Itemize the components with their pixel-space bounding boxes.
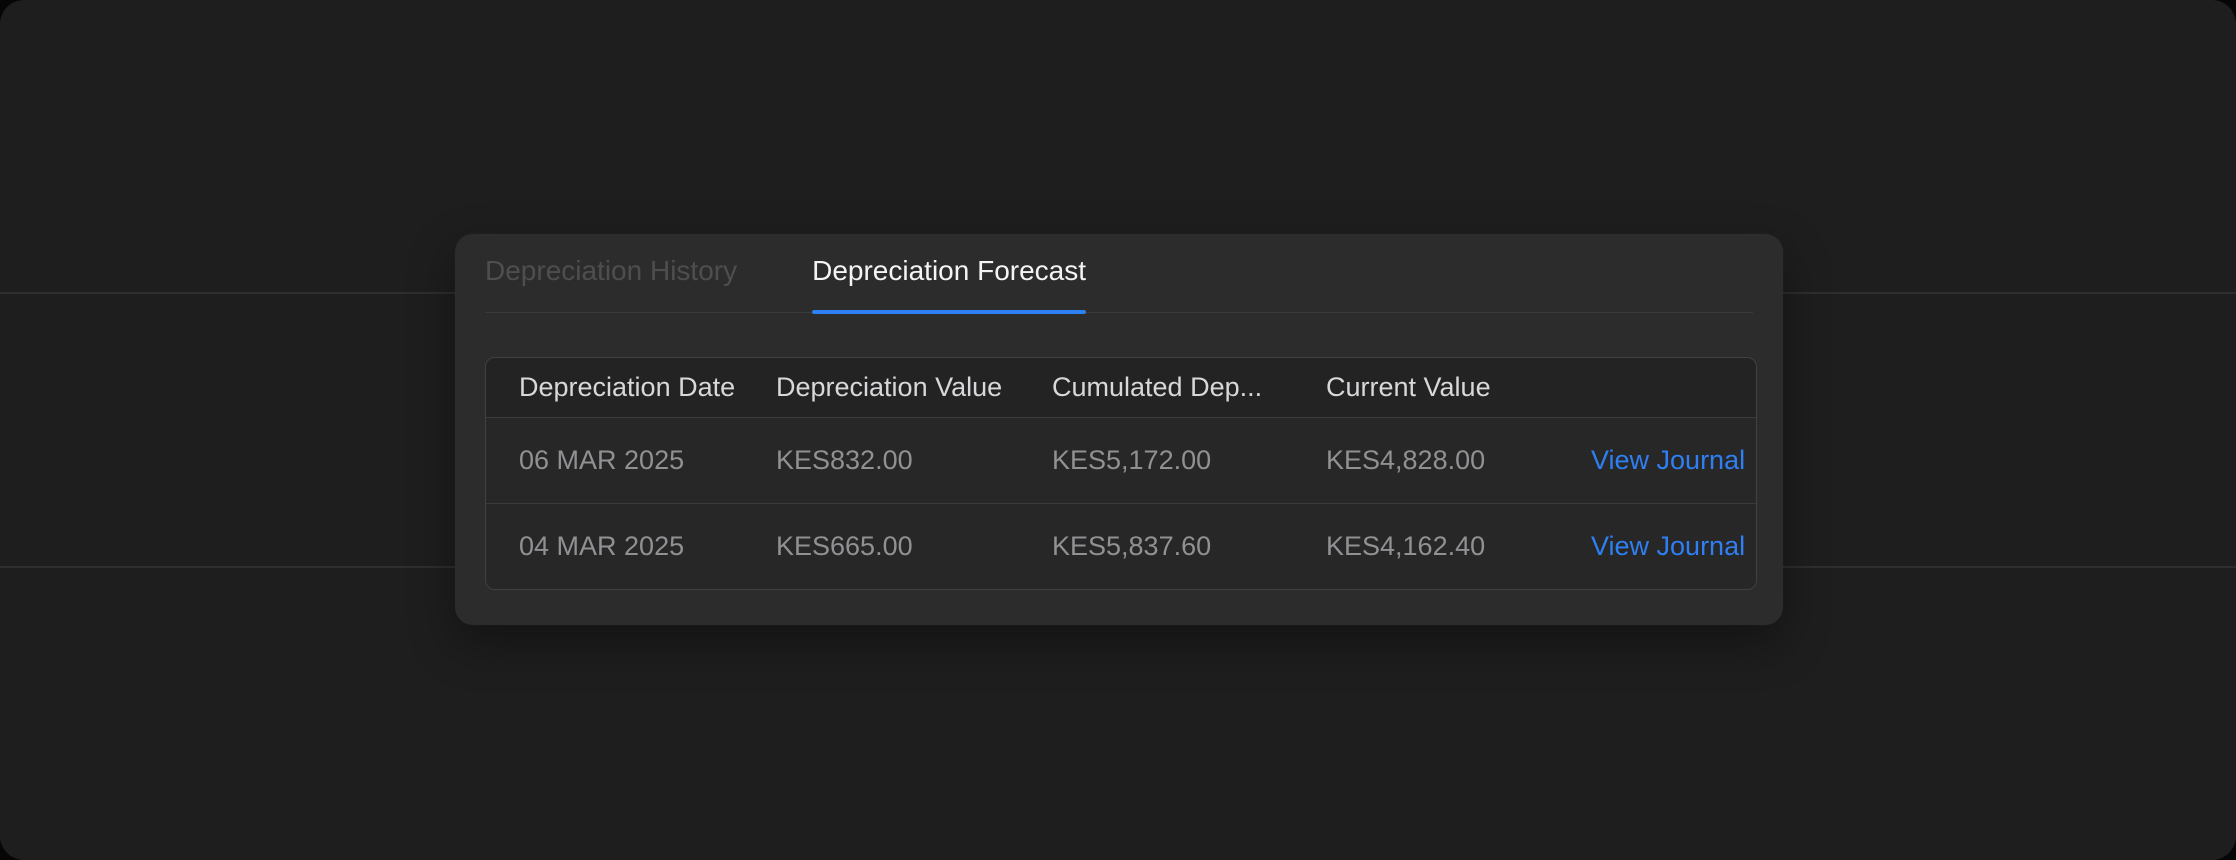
table-row: 04 MAR 2025 KES665.00 KES5,837.60 KES4,1…: [486, 503, 1756, 589]
col-header-cumulated-depreciation: Cumulated Dep...: [1052, 372, 1263, 402]
tab-depreciation-history[interactable]: Depreciation History: [485, 255, 738, 286]
table-row: 06 MAR 2025 KES832.00 KES5,172.00 KES4,8…: [486, 418, 1756, 503]
cell-depreciation-value: KES832.00: [776, 445, 913, 475]
depreciation-panel: Depreciation History Depreciation Foreca…: [455, 234, 1783, 625]
col-header-depreciation-date: Depreciation Date: [519, 372, 736, 402]
cell-current-value: KES4,828.00: [1326, 445, 1486, 475]
cell-current-value: KES4,162.40: [1326, 531, 1486, 561]
tab-depreciation-forecast[interactable]: Depreciation Forecast: [812, 234, 1086, 314]
cell-depreciation-date: 04 MAR 2025: [519, 531, 685, 561]
cell-cumulated-depreciation: KES5,172.00: [1052, 445, 1212, 475]
view-journal-link[interactable]: View Journal: [1591, 445, 1746, 475]
col-header-depreciation-value: Depreciation Value: [776, 372, 1003, 402]
depreciation-forecast-table: Depreciation Date Depreciation Value Cum…: [485, 357, 1757, 590]
cell-cumulated-depreciation: KES5,837.60: [1052, 531, 1212, 561]
col-header-current-value: Current Value: [1326, 372, 1491, 402]
cell-depreciation-date: 06 MAR 2025: [519, 445, 685, 475]
table-header-row: Depreciation Date Depreciation Value Cum…: [486, 358, 1756, 418]
tab-bar: Depreciation History Depreciation Foreca…: [485, 234, 1753, 314]
view-journal-link[interactable]: View Journal: [1591, 531, 1746, 561]
cell-depreciation-value: KES665.00: [776, 531, 913, 561]
